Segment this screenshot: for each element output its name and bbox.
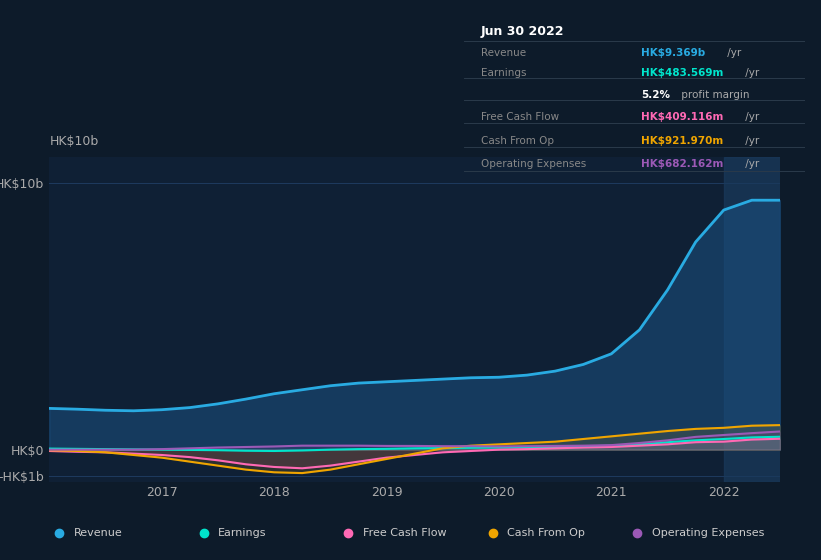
Text: Revenue: Revenue	[74, 529, 122, 538]
Text: Operating Expenses: Operating Expenses	[481, 158, 586, 169]
Text: Earnings: Earnings	[481, 68, 526, 78]
Text: HK$483.569m: HK$483.569m	[641, 68, 723, 78]
Text: Operating Expenses: Operating Expenses	[652, 529, 764, 538]
Text: Jun 30 2022: Jun 30 2022	[481, 25, 564, 38]
Text: /yr: /yr	[742, 68, 759, 78]
Text: profit margin: profit margin	[678, 90, 750, 100]
Text: /yr: /yr	[742, 113, 759, 123]
Text: HK$9.369b: HK$9.369b	[641, 48, 705, 58]
Text: Cash From Op: Cash From Op	[481, 137, 554, 146]
Text: /yr: /yr	[742, 137, 759, 146]
Text: Cash From Op: Cash From Op	[507, 529, 585, 538]
Text: HK$10b: HK$10b	[49, 136, 99, 148]
Text: Free Cash Flow: Free Cash Flow	[481, 113, 559, 123]
Text: Earnings: Earnings	[218, 529, 267, 538]
Text: HK$921.970m: HK$921.970m	[641, 137, 723, 146]
Text: /yr: /yr	[724, 48, 741, 58]
Text: HK$409.116m: HK$409.116m	[641, 113, 723, 123]
Text: 5.2%: 5.2%	[641, 90, 670, 100]
Text: HK$682.162m: HK$682.162m	[641, 158, 723, 169]
Text: Revenue: Revenue	[481, 48, 526, 58]
Bar	[724, 157, 786, 482]
Text: Free Cash Flow: Free Cash Flow	[363, 529, 446, 538]
Text: /yr: /yr	[742, 158, 759, 169]
